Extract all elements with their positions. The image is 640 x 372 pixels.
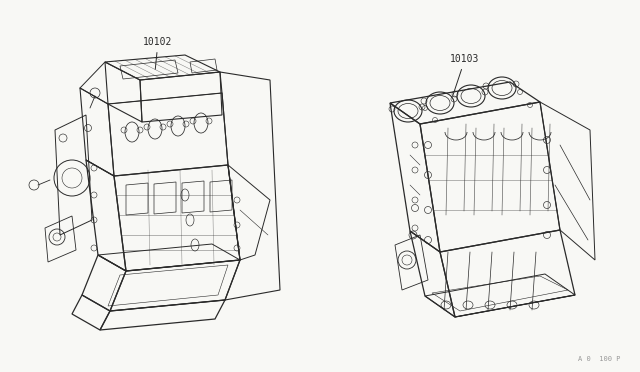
Text: 10103: 10103 — [451, 54, 480, 95]
Text: 10102: 10102 — [143, 37, 173, 69]
Text: A 0  100 P: A 0 100 P — [577, 356, 620, 362]
